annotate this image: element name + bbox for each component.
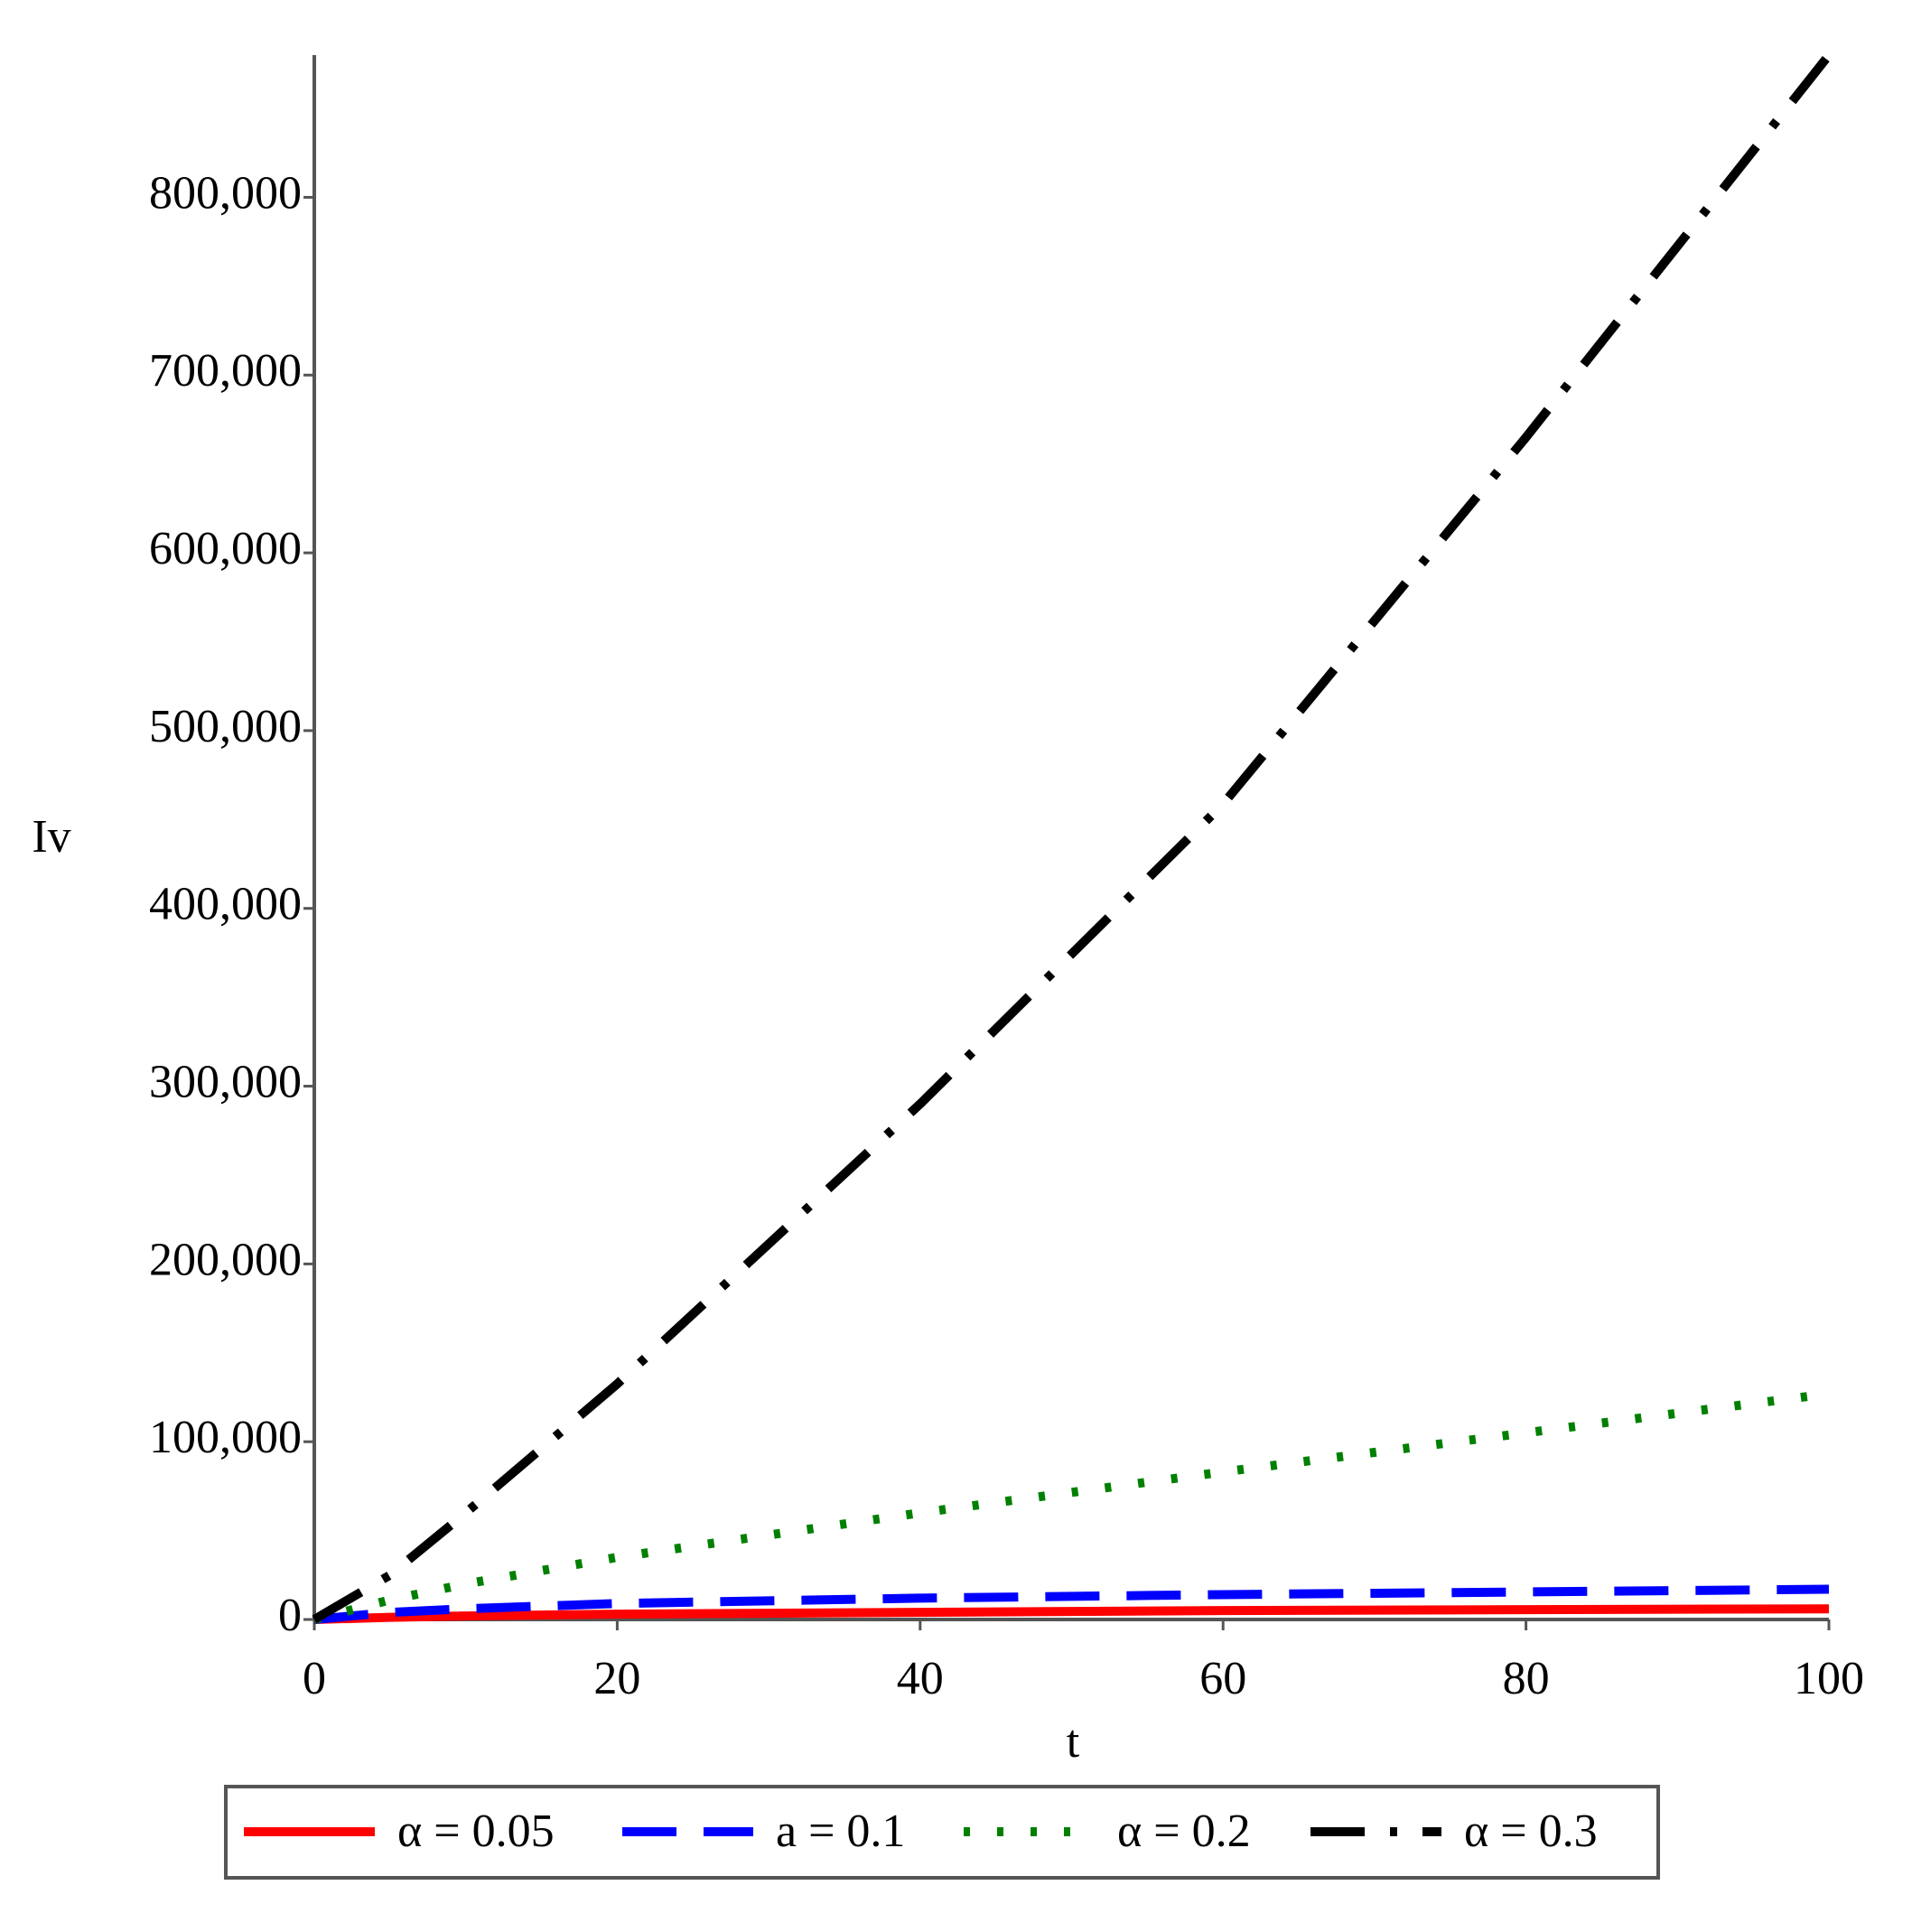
legend <box>224 1785 1660 1880</box>
y-tick-label: 100,000 <box>149 1412 302 1463</box>
series-line <box>313 1604 1830 1624</box>
y-tick-label: 800,000 <box>149 167 302 219</box>
legend-label: α = 0.2 <box>1117 1806 1251 1857</box>
series-line <box>313 1584 1830 1624</box>
y-tick-label: 0 <box>278 1590 302 1641</box>
x-tick-label: 80 <box>1503 1653 1550 1704</box>
y-tick-label: 500,000 <box>149 701 302 752</box>
y-tick-label: 300,000 <box>149 1056 302 1107</box>
legend-label: α = 0.3 <box>1464 1806 1598 1857</box>
x-tick-label: 0 <box>303 1653 326 1704</box>
series-line <box>312 51 1833 1624</box>
legend-label: a = 0.1 <box>776 1806 905 1857</box>
x-tick-label: 100 <box>1794 1653 1864 1704</box>
x-axis-label: t <box>1067 1716 1080 1768</box>
y-tick-label: 600,000 <box>149 523 302 574</box>
x-tick-label: 60 <box>1199 1653 1246 1704</box>
x-tick-label: 40 <box>897 1653 944 1704</box>
legend-label: α = 0.05 <box>397 1806 555 1857</box>
x-tick-label: 20 <box>593 1653 640 1704</box>
y-tick-label: 700,000 <box>149 345 302 397</box>
y-tick-label: 200,000 <box>149 1234 302 1285</box>
series-line <box>312 1389 1830 1624</box>
y-tick-label: 400,000 <box>149 879 302 930</box>
y-axis-label: Iv <box>32 811 70 863</box>
